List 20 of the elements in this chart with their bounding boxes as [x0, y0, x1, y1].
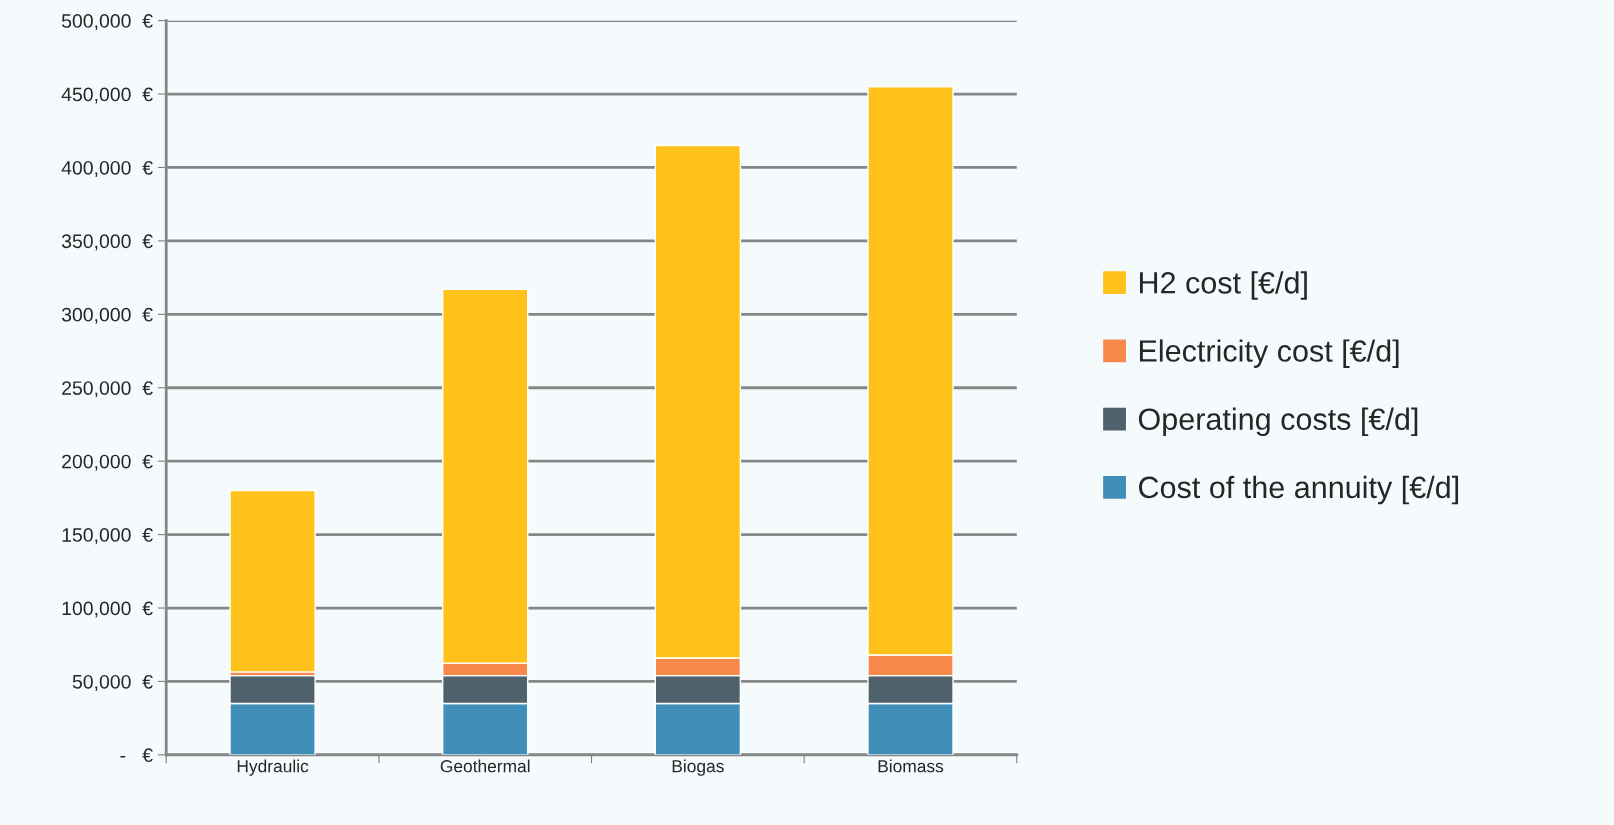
y-tick-label: - € [120, 748, 153, 763]
y-tick-label: 500,000 € [61, 14, 153, 31]
x-tick-label: Geothermal [440, 759, 530, 773]
y-tick-label: 200,000 € [62, 454, 153, 471]
y-tick-label: 300,000 € [61, 307, 153, 324]
x-tick-label: Biomass [878, 759, 944, 773]
y-tick-label: 450,000 € [61, 87, 153, 104]
y-tick-label: 150,000 € [62, 528, 153, 545]
y-tick-label: 350,000 € [61, 234, 153, 251]
x-tick-label: Biogas [672, 759, 724, 776]
legend-label: Cost of the annuity [€/d] [1139, 475, 1459, 505]
legend-label: Operating costs [€/d] [1138, 407, 1418, 437]
y-tick-label: 100,000 € [62, 601, 153, 618]
y-tick-label: 400,000 € [61, 160, 153, 178]
y-tick-label: 50,000 € [72, 674, 153, 691]
legend-label: Electricity cost [€/d] [1139, 339, 1399, 368]
legend-label: H2 cost [€/d] [1139, 271, 1307, 300]
x-tick-label: Hydraulic [237, 759, 309, 776]
bar [229, 489, 316, 673]
y-tick-label: 250,000 € [62, 381, 153, 398]
